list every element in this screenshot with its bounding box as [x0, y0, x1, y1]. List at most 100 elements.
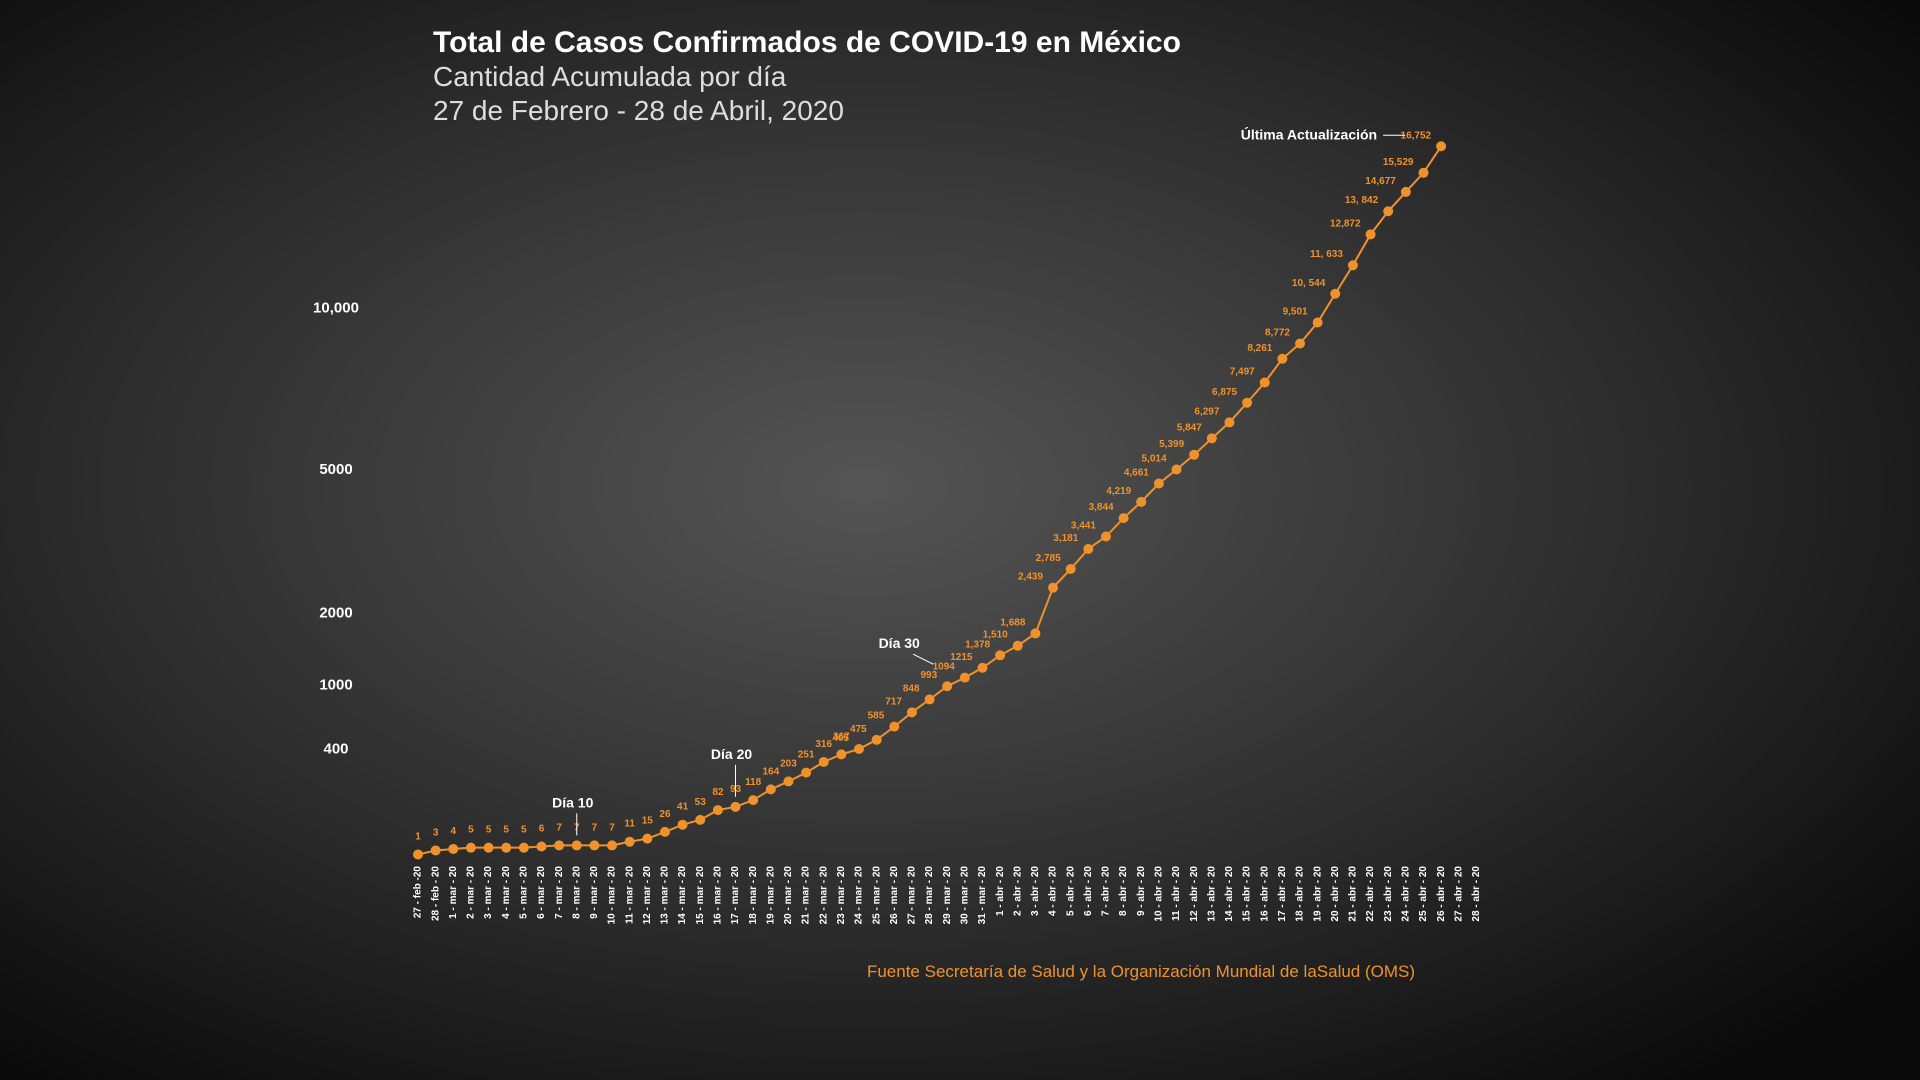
y-tick-label: 2000 — [319, 604, 352, 621]
y-tick-label: 1000 — [319, 677, 352, 694]
point — [871, 734, 882, 745]
point — [924, 694, 935, 705]
data-label: 8,261 — [1247, 343, 1272, 354]
point — [1206, 433, 1217, 444]
point — [854, 744, 864, 755]
data-label: 6,875 — [1212, 387, 1237, 398]
data-label: 3 — [433, 827, 439, 838]
x-tick-label: 16 - abr - 20 — [1259, 866, 1270, 922]
data-label: 717 — [885, 696, 902, 707]
point — [959, 672, 970, 683]
x-tick-label: 13 - mar - 20 — [660, 866, 671, 925]
data-label: 3,844 — [1089, 502, 1114, 513]
x-tick-label: 21 - abr - 20 — [1348, 866, 1359, 922]
point — [1277, 353, 1288, 364]
point — [1171, 464, 1182, 475]
point — [695, 814, 706, 825]
annotation: Última Actualización — [1241, 125, 1377, 142]
point — [518, 842, 529, 853]
data-label: 5 — [503, 825, 509, 836]
annotation: Día 30 — [879, 635, 920, 651]
x-tick-label: 22 - mar - 20 — [818, 866, 829, 925]
point — [801, 767, 812, 778]
data-label: 7 — [609, 822, 615, 833]
x-tick-label: 11 - mar - 20 — [624, 866, 635, 924]
x-tick-label: 15 - mar - 20 — [695, 866, 706, 925]
point — [942, 681, 953, 692]
data-label: 9,501 — [1283, 306, 1308, 317]
point — [1030, 628, 1041, 639]
annotation-line — [912, 653, 934, 665]
point — [889, 721, 900, 732]
data-label: 4 — [450, 826, 456, 837]
data-label: 15 — [642, 816, 654, 827]
data-label: 1094 — [933, 662, 956, 673]
data-label: 6 — [539, 823, 545, 834]
y-tick-label: 5000 — [319, 461, 352, 478]
data-label: 585 — [868, 711, 885, 722]
point — [1083, 543, 1094, 554]
x-tick-label: 12 - abr - 20 — [1189, 866, 1200, 922]
point — [465, 842, 476, 853]
point — [1189, 449, 1200, 460]
x-tick-label: 28 - abr - 20 — [1471, 866, 1482, 922]
x-tick-label: 27 - mar - 20 — [907, 866, 918, 925]
x-tick-label: 14 - abr - 20 — [1224, 866, 1235, 922]
x-tick-label: 26 - abr - 20 — [1436, 866, 1447, 922]
data-label: 5 — [521, 825, 527, 836]
x-tick-label: 25 - abr - 20 — [1418, 866, 1429, 922]
x-tick-label: 9 - mar - 20 — [589, 866, 600, 919]
data-label: 7 — [592, 822, 598, 833]
point — [1347, 260, 1358, 271]
x-tick-label: 6 - abr - 20 — [1083, 866, 1094, 916]
data-label: 2,439 — [1018, 572, 1043, 583]
point — [1153, 478, 1164, 489]
chart-title: Total de Casos Confirmados de COVID-19 e… — [433, 26, 1181, 59]
x-tick-label: 24 - abr - 20 — [1400, 866, 1411, 922]
x-tick-label: 4 - mar - 20 — [501, 866, 512, 919]
x-tick-label: 16 - mar - 20 — [713, 866, 724, 925]
data-label: 11, 633 — [1310, 249, 1343, 260]
point — [818, 756, 829, 767]
data-label: 203 — [780, 758, 797, 769]
x-tick-label: 10 - mar - 20 — [607, 866, 618, 925]
data-label: 5,014 — [1141, 454, 1166, 465]
data-label: 3,181 — [1053, 533, 1078, 544]
x-tick-label: 18 - mar - 20 — [748, 866, 759, 925]
point — [607, 840, 618, 851]
point — [995, 650, 1006, 661]
point — [712, 805, 723, 816]
x-tick-label: 12 - mar - 20 — [642, 866, 653, 925]
annotation: Día 20 — [711, 746, 752, 762]
x-tick-label: 8 - mar - 20 — [571, 866, 582, 919]
point — [1436, 141, 1447, 152]
point — [1383, 206, 1394, 217]
x-tick-label: 5 - mar - 20 — [518, 866, 529, 919]
data-label: 11 — [624, 819, 635, 830]
x-tick-label: 6 - mar - 20 — [536, 866, 547, 919]
x-tick-label: 23 - abr - 20 — [1383, 866, 1394, 922]
x-tick-label: 23 - mar - 20 — [836, 866, 847, 925]
x-tick-label: 3 - abr - 20 — [1030, 866, 1041, 916]
point — [501, 842, 512, 853]
x-tick-label: 28 - feb - 20 — [430, 866, 441, 921]
x-tick-label: 26 - mar - 20 — [889, 866, 900, 925]
x-tick-label: 5 - abr - 20 — [1065, 866, 1076, 916]
x-tick-label: 18 - abr - 20 — [1295, 866, 1306, 922]
x-tick-label: 24 - mar - 20 — [854, 866, 865, 925]
data-label: 1215 — [950, 652, 973, 663]
point — [483, 842, 494, 853]
x-tick-label: 27 - feb -20 — [413, 866, 424, 919]
point — [1259, 377, 1270, 388]
y-tick-label: 400 — [323, 741, 348, 758]
x-tick-label: 15 - abr - 20 — [1242, 866, 1253, 922]
point — [536, 841, 547, 852]
data-label: 3,441 — [1071, 521, 1096, 532]
data-label: 5 — [468, 825, 474, 836]
data-label: 367 — [833, 731, 850, 742]
data-label: 164 — [762, 766, 779, 777]
y-tick-label: 10,000 — [313, 300, 359, 317]
point — [1312, 317, 1323, 328]
x-tick-label: 20 - mar - 20 — [783, 866, 794, 925]
